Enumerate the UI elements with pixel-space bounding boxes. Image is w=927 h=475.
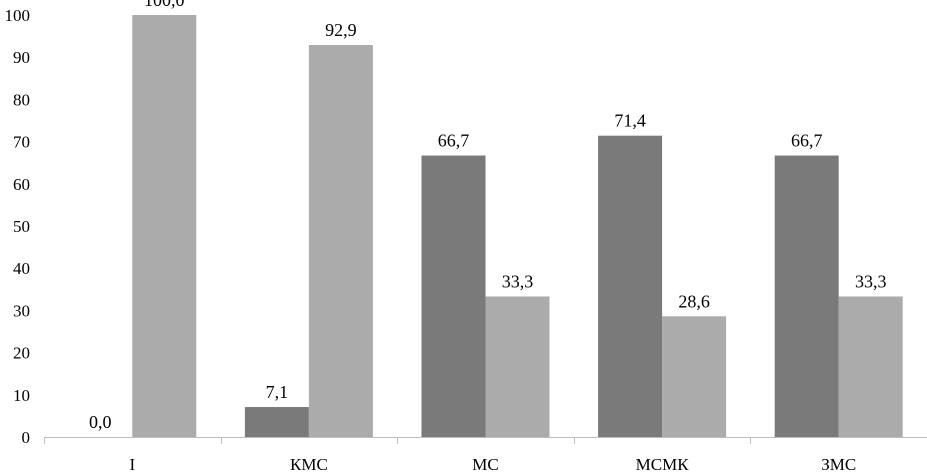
bar-series-2 xyxy=(662,316,727,437)
y-tick-label: 60 xyxy=(13,175,30,194)
data-label: 92,9 xyxy=(325,20,357,40)
x-axis-ticks xyxy=(44,437,751,444)
y-tick-label: 70 xyxy=(13,133,30,152)
bar-series-2 xyxy=(308,44,373,437)
data-label: 28,6 xyxy=(678,291,710,311)
category-label: I xyxy=(129,455,135,474)
data-label: 66,7 xyxy=(438,131,470,151)
bar-series-2 xyxy=(838,296,903,437)
bar-series-2 xyxy=(132,15,197,437)
data-label: 7,1 xyxy=(266,382,289,402)
category-label: КМС xyxy=(290,455,328,474)
data-label: 33,3 xyxy=(855,271,887,291)
data-label: 100,0 xyxy=(144,0,185,10)
y-tick-label: 0 xyxy=(22,428,31,447)
bar-series-1 xyxy=(598,135,663,437)
category-label: ЗМС xyxy=(821,455,856,474)
y-tick-label: 90 xyxy=(13,48,30,67)
bars xyxy=(132,15,903,437)
y-tick-label: 10 xyxy=(13,386,30,405)
bar-series-2 xyxy=(485,296,550,437)
y-tick-label: 20 xyxy=(13,344,30,363)
y-tick-label: 50 xyxy=(13,217,30,236)
data-label: 71,4 xyxy=(614,111,646,131)
y-tick-label: 80 xyxy=(13,90,30,109)
y-tick-label: 100 xyxy=(5,6,31,25)
category-label: МСМК xyxy=(636,455,690,474)
data-labels: 0,0 100,0 7,1 92,9 66,7 33,3 71,4 28,6 66,7 33,3 xyxy=(89,0,886,432)
category-label: МС xyxy=(472,455,498,474)
bar-series-1 xyxy=(421,155,486,437)
data-label: 66,7 xyxy=(791,131,823,151)
bar-series-1 xyxy=(244,407,309,437)
y-tick-label: 30 xyxy=(13,301,30,320)
y-axis-ticks: 0 10 20 30 40 50 60 70 80 90 100 xyxy=(5,6,31,447)
data-label: 0,0 xyxy=(89,412,112,432)
bar-series-1 xyxy=(774,155,839,437)
y-tick-label: 40 xyxy=(13,259,30,278)
data-label: 33,3 xyxy=(502,271,534,291)
x-axis-category-labels: I КМС МС МСМК ЗМС xyxy=(129,455,856,474)
